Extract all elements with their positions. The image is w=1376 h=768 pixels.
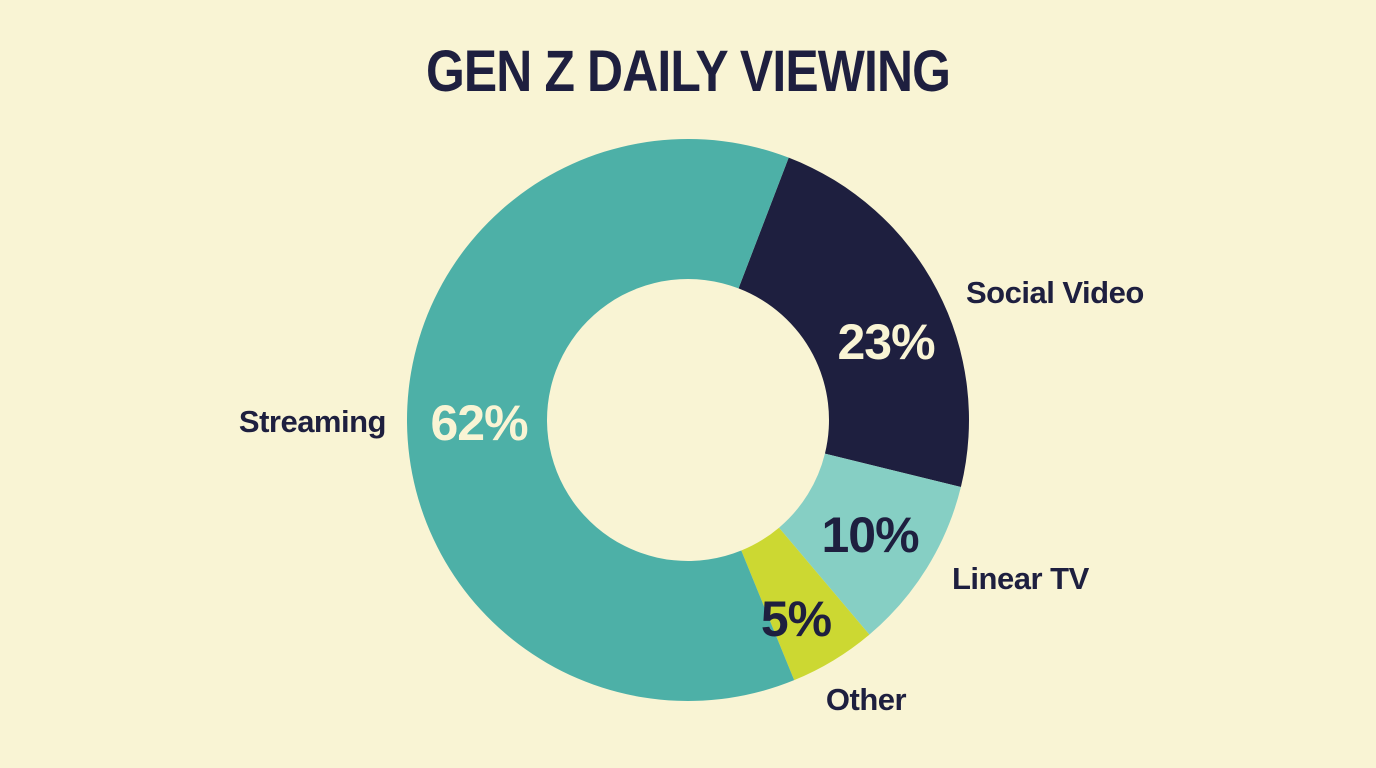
slice-social-video — [738, 157, 970, 488]
percent-label-streaming: 62% — [430, 395, 528, 451]
donut-slices — [407, 139, 970, 701]
category-label-other: Other — [826, 682, 907, 717]
chart-title: GEN Z DAILY VIEWING — [425, 39, 951, 104]
category-labels: Social Video Linear TV Other Streaming — [239, 275, 1144, 717]
percent-label-other: 5% — [761, 591, 832, 647]
category-label-social-video: Social Video — [966, 275, 1144, 310]
category-label-streaming: Streaming — [239, 404, 386, 439]
percent-label-social-video: 23% — [837, 314, 935, 370]
slice-linear-tv — [779, 453, 961, 635]
slice-other — [741, 527, 870, 681]
slice-streaming — [407, 139, 795, 701]
percent-label-linear-tv: 10% — [821, 507, 919, 563]
category-label-linear-tv: Linear TV — [952, 561, 1090, 596]
percent-labels: 23% 10% 5% 62% — [430, 314, 936, 647]
